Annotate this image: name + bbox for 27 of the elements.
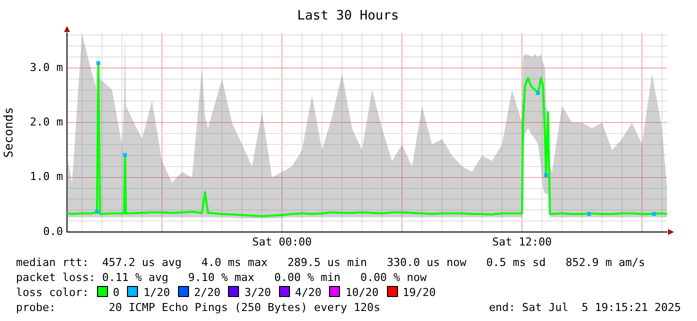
- legend-label: 3/20: [244, 286, 271, 299]
- chart-title: Last 30 Hours: [297, 8, 399, 24]
- point: [95, 210, 99, 214]
- legend-label: 19/20: [402, 286, 436, 299]
- x-tick-label: Sat 00:00: [252, 235, 312, 248]
- legend-label: 10/20: [345, 286, 379, 299]
- point: [123, 153, 127, 157]
- point: [652, 212, 656, 216]
- y-tick-label: 0.0: [43, 224, 63, 238]
- text: probe: 20 ICMP Echo Pings (250 Bytes) every 120s: [16, 300, 380, 315]
- legend-label: 1/20: [143, 286, 170, 299]
- point: [536, 91, 540, 96]
- legend-title: loss color:: [16, 286, 89, 299]
- legend-label: 0: [112, 286, 120, 299]
- y-tick-label: 3.0 m: [30, 60, 64, 74]
- y-axis-title: Seconds: [1, 107, 16, 158]
- y-tick-label: 1.0 m: [30, 170, 64, 184]
- point: [587, 212, 591, 216]
- legend-label: 4/20: [294, 286, 322, 299]
- text: median rtt: 457.2 us avg 4.0 ms max 289.5 us min 330.0 us now 0.5 ms sd 852.9 m am/s: [16, 255, 646, 270]
- text: packet loss: 0.11 % avg 9.10 % max 0.00 % min 0.00 % now: [16, 270, 427, 285]
- text: end: Sat Jul 5 19:15:21 2025: [488, 300, 681, 315]
- x-tick-label: Sat 12:00: [492, 235, 552, 248]
- point: [96, 61, 100, 65]
- point: [544, 173, 548, 178]
- legend-label: 2/20: [194, 286, 220, 299]
- y-tick-label: 2.0 m: [30, 116, 64, 129]
